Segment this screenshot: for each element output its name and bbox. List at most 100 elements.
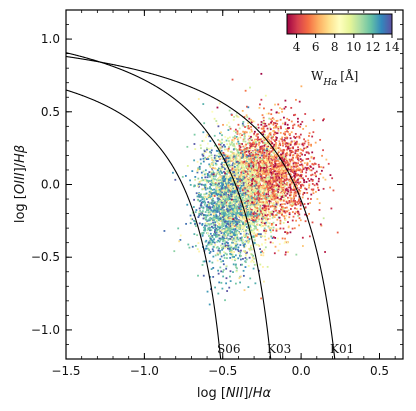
data-point <box>261 131 264 134</box>
data-point <box>269 241 272 244</box>
data-point <box>273 184 276 187</box>
data-point <box>250 139 253 142</box>
data-point <box>294 172 297 175</box>
data-point <box>275 188 278 191</box>
data-point <box>206 173 209 175</box>
data-point <box>215 246 218 249</box>
data-point <box>204 196 206 198</box>
data-point <box>282 192 285 195</box>
data-point <box>262 168 265 171</box>
data-point <box>222 152 225 154</box>
data-point <box>214 243 217 246</box>
data-point <box>232 233 235 236</box>
data-point <box>215 192 218 195</box>
data-point <box>235 270 238 273</box>
data-point <box>226 290 229 292</box>
data-point <box>279 222 282 225</box>
data-point <box>249 247 252 250</box>
data-point <box>240 166 243 169</box>
data-point <box>202 196 204 199</box>
data-point <box>249 145 252 148</box>
data-point <box>250 177 253 180</box>
data-point <box>297 212 300 215</box>
data-point <box>245 154 248 156</box>
data-point <box>281 170 284 173</box>
data-point <box>230 198 233 201</box>
data-point <box>303 203 306 205</box>
data-point <box>287 186 290 189</box>
data-point <box>236 205 239 208</box>
data-point <box>211 210 214 213</box>
data-point <box>256 153 258 156</box>
data-point <box>224 184 226 186</box>
data-point <box>308 179 311 182</box>
data-point <box>229 179 231 182</box>
data-point <box>234 243 237 245</box>
data-point <box>225 241 228 244</box>
data-point <box>318 177 320 180</box>
data-point <box>224 185 227 187</box>
data-point <box>245 229 248 232</box>
data-point <box>239 182 242 185</box>
data-point <box>283 179 286 182</box>
data-point <box>198 214 201 217</box>
data-point <box>224 247 226 249</box>
data-point <box>240 249 242 252</box>
data-point <box>234 189 237 192</box>
data-point <box>269 167 272 170</box>
data-point <box>228 175 231 178</box>
data-point <box>207 223 210 225</box>
data-point <box>298 192 301 195</box>
data-point <box>272 168 275 171</box>
data-point <box>220 246 223 249</box>
data-point <box>226 214 229 217</box>
data-point <box>264 185 267 188</box>
data-point <box>244 173 246 175</box>
data-point <box>200 171 203 174</box>
data-point <box>264 197 267 200</box>
data-point <box>260 297 263 300</box>
data-point <box>289 208 292 210</box>
data-point <box>275 176 278 179</box>
data-point <box>230 216 233 219</box>
data-point <box>247 149 249 152</box>
data-point <box>251 175 254 178</box>
data-point <box>245 193 248 196</box>
data-point <box>272 221 275 224</box>
data-point <box>221 210 224 213</box>
data-point <box>228 248 231 250</box>
data-point <box>256 196 258 199</box>
data-point <box>219 266 222 269</box>
data-point <box>303 147 305 150</box>
data-point <box>286 148 289 151</box>
data-point <box>235 157 238 160</box>
data-point <box>269 145 272 148</box>
data-point <box>225 210 228 212</box>
data-point <box>273 204 276 206</box>
data-point <box>203 158 206 161</box>
data-point <box>221 186 223 189</box>
data-point <box>193 233 196 236</box>
data-point <box>267 129 270 132</box>
data-point <box>264 238 267 241</box>
data-point <box>232 143 235 146</box>
data-point <box>243 160 246 163</box>
data-point <box>219 212 222 215</box>
data-point <box>286 144 289 147</box>
data-point <box>308 167 310 170</box>
data-point <box>267 237 270 240</box>
data-point <box>241 150 244 153</box>
data-point <box>206 207 208 210</box>
data-point <box>237 219 240 221</box>
data-point <box>242 214 245 217</box>
data-point <box>252 140 255 143</box>
data-point <box>216 122 219 125</box>
data-point <box>237 192 239 195</box>
data-point <box>231 141 233 144</box>
data-point <box>277 249 280 252</box>
data-point <box>318 209 321 211</box>
data-point <box>257 126 260 129</box>
data-point <box>205 245 208 247</box>
data-point <box>224 163 226 165</box>
data-point <box>216 209 219 212</box>
